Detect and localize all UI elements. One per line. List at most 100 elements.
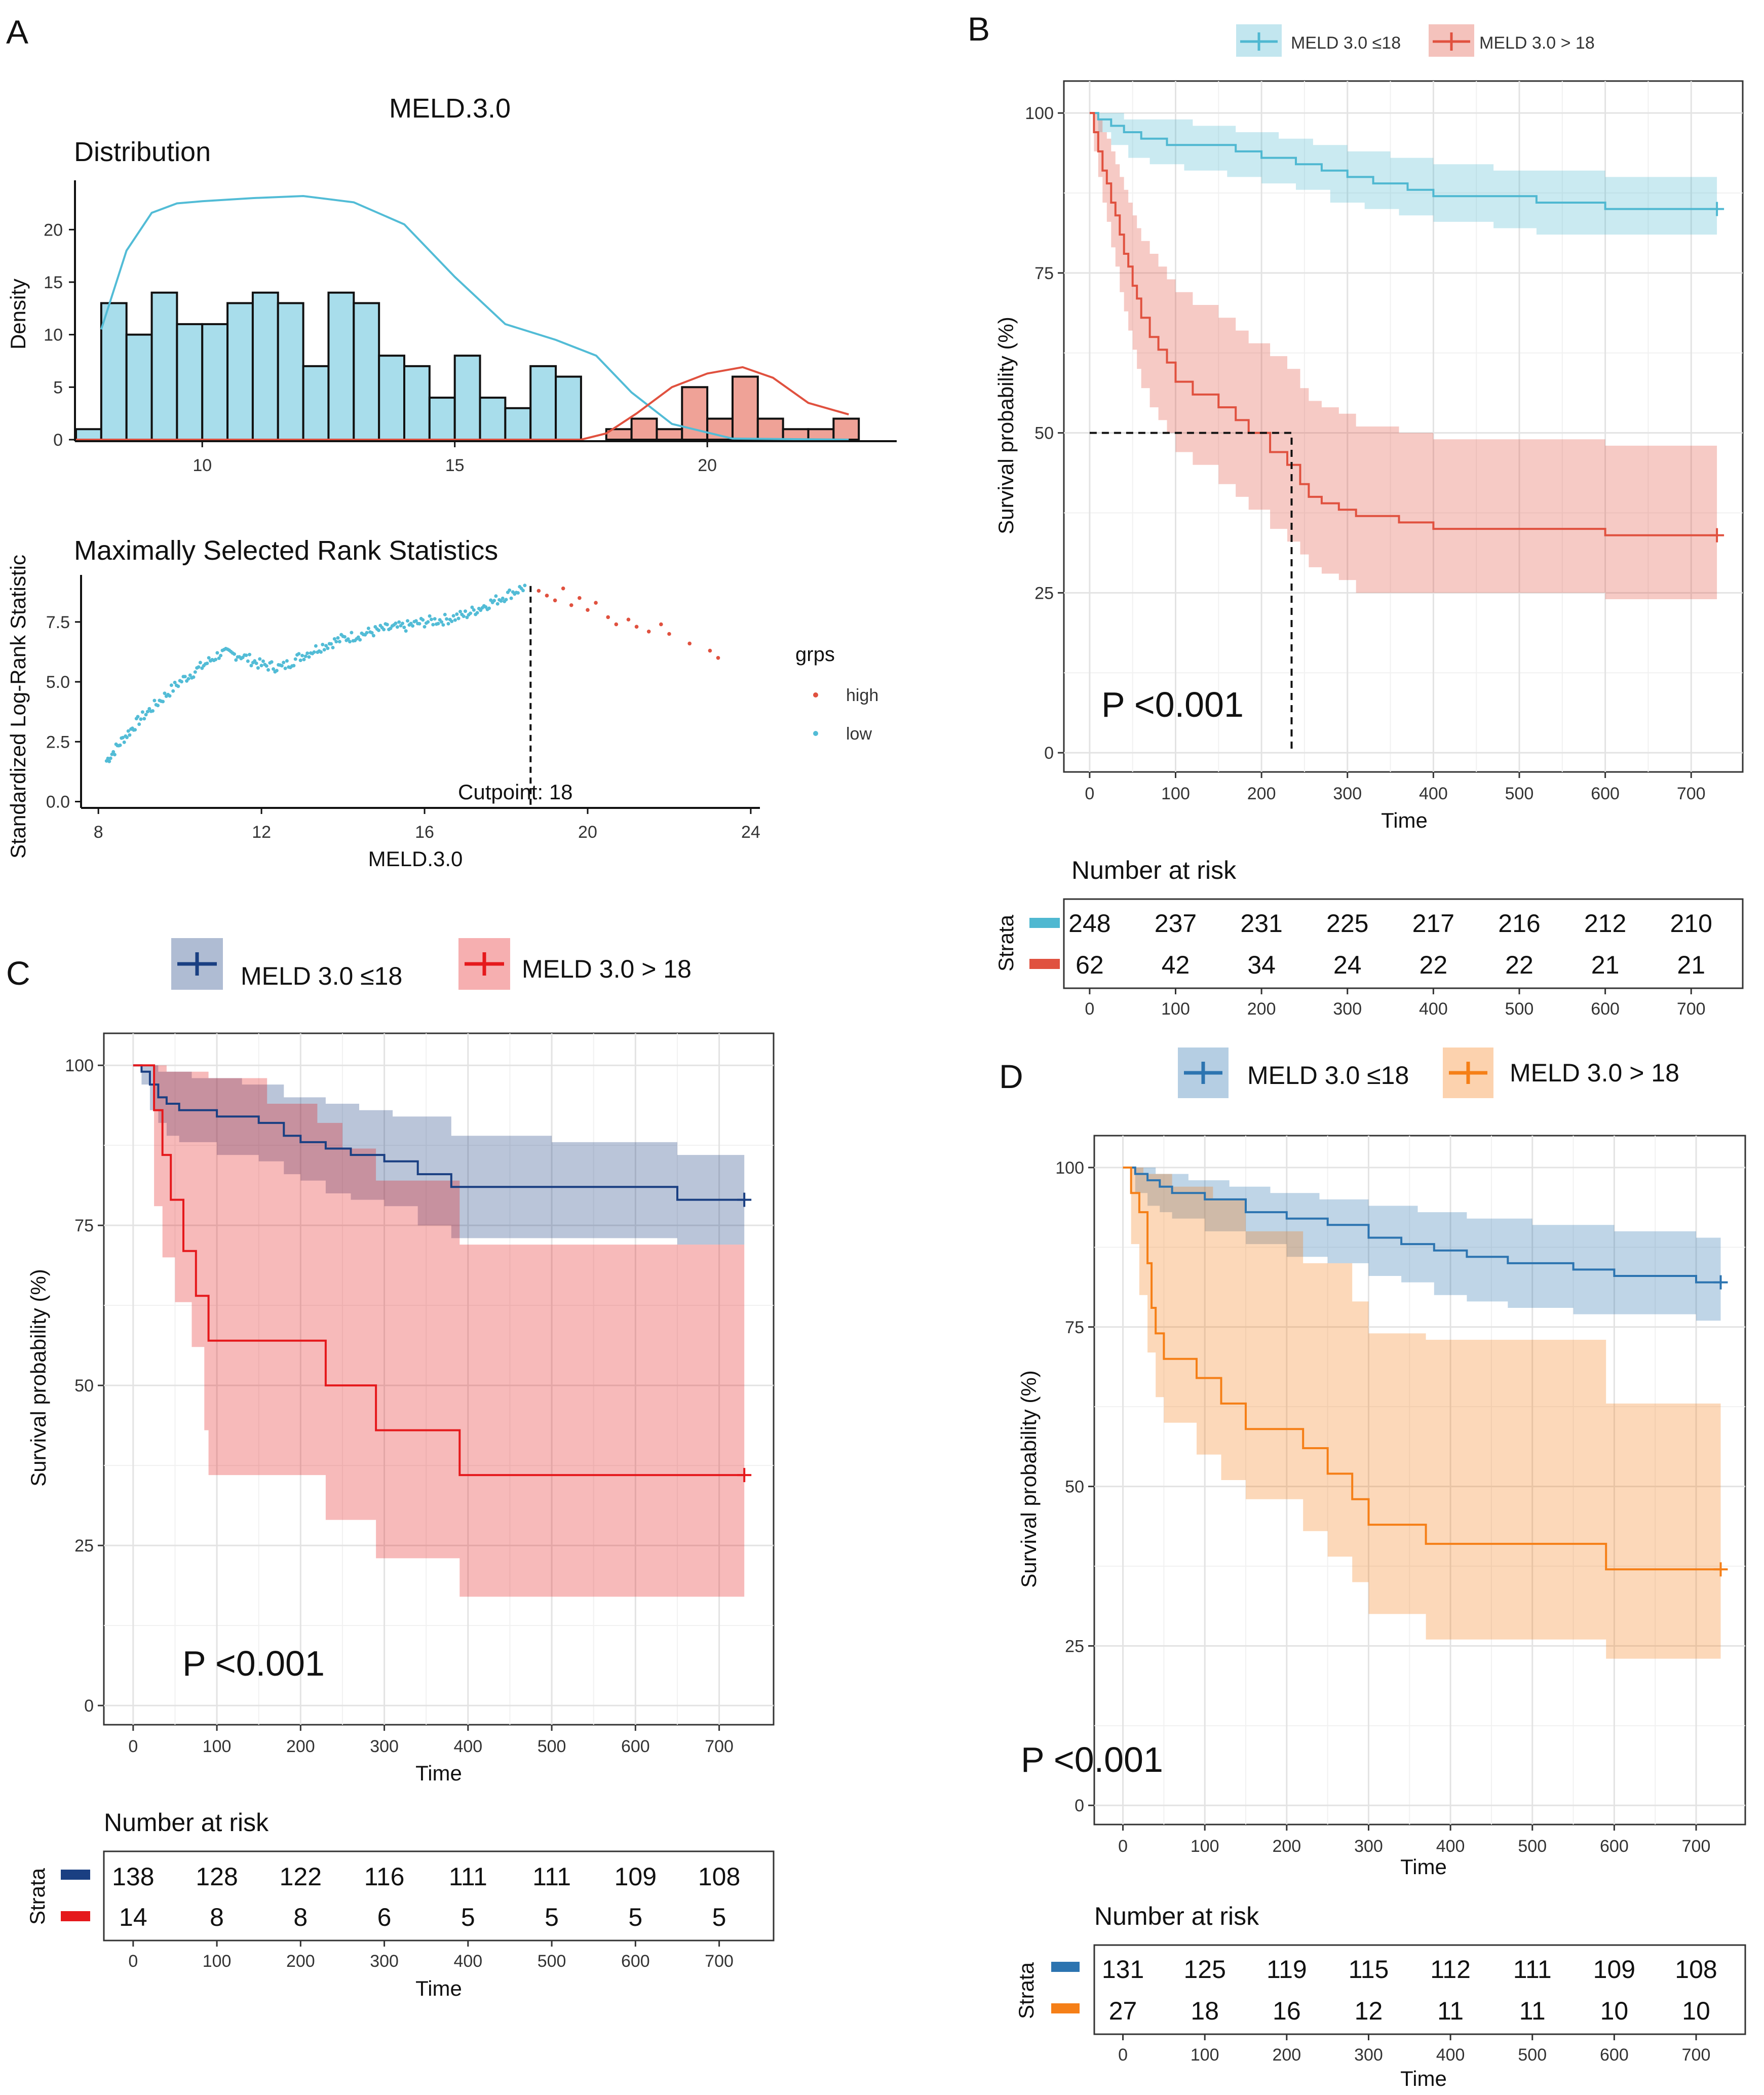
panel-b-pvalue: P <0.001 bbox=[1101, 685, 1244, 724]
rank-point-low bbox=[248, 652, 252, 656]
panel-d-strata-key-low bbox=[1051, 1962, 1080, 1972]
histogram-bar-low bbox=[125, 333, 153, 441]
panel-c-pvalue: P <0.001 bbox=[182, 1644, 325, 1683]
B-y-tick-label: 75 bbox=[1034, 264, 1054, 283]
rank-point-high bbox=[667, 632, 671, 636]
rank-point-low bbox=[133, 728, 137, 732]
rank-statistics-plot: Maximally Selected Rank Statistics Stand… bbox=[6, 535, 878, 871]
panel-b-risk-row-high: 62 42 34 24 22 22 21 21 bbox=[1076, 951, 1705, 979]
histogram-bar-low bbox=[529, 365, 557, 441]
rank-point-low bbox=[198, 661, 202, 665]
C-risk-x-tick-label: 100 bbox=[203, 1952, 232, 1971]
panel-d-risk-xlabel: Time bbox=[1400, 2067, 1447, 2090]
rank-point-high bbox=[716, 655, 720, 660]
distribution-y-ticks: 0 5 10 15 20 bbox=[44, 220, 75, 450]
rank-point-low bbox=[321, 643, 325, 646]
D-risk-value-low: 112 bbox=[1430, 1955, 1471, 1984]
panel-b-risk-title: Number at risk bbox=[1071, 856, 1237, 884]
density-curve-low bbox=[100, 195, 849, 441]
rank-point-low bbox=[411, 624, 415, 628]
rank-point-low bbox=[366, 627, 370, 630]
D-risk-value-high: 10 bbox=[1682, 1997, 1710, 2025]
panel-d: D MELD 3.0 ≤18 MELD 3.0 > 18 0255075100 … bbox=[999, 1048, 1746, 2090]
rank-point-low bbox=[521, 589, 525, 593]
rank-point-low bbox=[465, 615, 469, 619]
histogram-bar-low bbox=[201, 323, 229, 441]
rank-point-low bbox=[472, 608, 476, 612]
D-y-tick-label: 100 bbox=[1055, 1158, 1084, 1178]
rank-point-low bbox=[414, 619, 418, 623]
distribution-x-tick-label: 15 bbox=[445, 456, 465, 475]
B-risk-x-tick-label: 700 bbox=[1677, 999, 1706, 1019]
C-risk-value-high: 5 bbox=[545, 1903, 559, 1931]
panel-d-ylabel: Survival probability (%) bbox=[1017, 1370, 1041, 1587]
rank-point-low bbox=[112, 753, 117, 757]
rank-point-low bbox=[183, 675, 187, 679]
C-x-tick-label: 100 bbox=[203, 1737, 232, 1756]
rank-point-low bbox=[151, 709, 155, 713]
rank-point-low bbox=[370, 631, 374, 635]
rank-point-low bbox=[401, 622, 404, 626]
distribution-x-ticks: 10 15 20 bbox=[193, 441, 717, 475]
D-survival-curve-high bbox=[1123, 1167, 1721, 1571]
panel-d-pvalue: P <0.001 bbox=[1021, 1740, 1163, 1779]
B-risk-x-tick-label: 0 bbox=[1085, 999, 1094, 1019]
D-risk-x-tick-label: 0 bbox=[1118, 2045, 1128, 2065]
C-survival-curve-high bbox=[133, 1064, 745, 1477]
panel-d-y-ticks: 0 25 50 75 100 bbox=[1055, 1158, 1094, 1815]
rank-point-low bbox=[395, 625, 399, 629]
rank-point-low bbox=[348, 640, 352, 644]
panel-c-risk-title: Number at risk bbox=[104, 1808, 269, 1837]
rank-point-low bbox=[428, 614, 432, 618]
panel-d-risk-row-high: 27 18 16 12 11 11 10 10 bbox=[1109, 1997, 1710, 2025]
B-risk-x-tick-label: 100 bbox=[1161, 999, 1190, 1019]
B-x-tick-label: 200 bbox=[1247, 784, 1276, 803]
rank-point-high bbox=[708, 648, 712, 653]
D-x-tick-label: 700 bbox=[1682, 1837, 1711, 1856]
D-risk-value-low: 115 bbox=[1349, 1955, 1389, 1984]
rank-point-low bbox=[121, 735, 125, 740]
rank-point-low bbox=[303, 654, 308, 658]
C-risk-value-high: 6 bbox=[377, 1903, 392, 1931]
distribution-plot: Distribution Density 0 5 10 15 20 10 15 20 bbox=[6, 137, 897, 475]
rank-point-low bbox=[445, 617, 449, 621]
rank-point-low bbox=[331, 646, 335, 649]
C-risk-value-low: 122 bbox=[280, 1863, 322, 1891]
D-y-tick-label: 50 bbox=[1065, 1478, 1084, 1497]
panel-a-title: MELD.3.0 bbox=[389, 93, 511, 124]
rank-point-high bbox=[545, 594, 549, 598]
rank-point-low bbox=[282, 661, 286, 665]
D-risk-x-tick-label: 100 bbox=[1191, 2045, 1219, 2065]
rank-x-tick-label: 8 bbox=[94, 823, 103, 842]
panel-c-strata-key-low bbox=[61, 1870, 90, 1880]
D-risk-x-tick-label: 500 bbox=[1518, 2045, 1547, 2065]
rank-y-tick-label: 7.5 bbox=[46, 613, 70, 632]
panel-d-risk-table bbox=[1093, 1944, 1746, 2035]
rank-point-low bbox=[246, 659, 250, 663]
B-x-tick-label: 100 bbox=[1161, 784, 1190, 803]
panel-b-xlabel: Time bbox=[1381, 808, 1428, 832]
panel-c-strata-label: Strata bbox=[25, 1868, 49, 1925]
B-y-tick-label: 0 bbox=[1044, 744, 1054, 763]
rank-point-low bbox=[350, 631, 354, 635]
rank-point-low bbox=[233, 652, 236, 656]
rank-point-low bbox=[126, 729, 130, 733]
B-risk-value-high: 22 bbox=[1505, 951, 1533, 979]
B-x-tick-label: 600 bbox=[1591, 784, 1620, 803]
panel-c-plot-area bbox=[103, 1032, 775, 1726]
C-risk-value-low: 111 bbox=[449, 1863, 487, 1891]
rank-point-low bbox=[292, 664, 296, 668]
panel-c-legend-high: MELD 3.0 > 18 bbox=[522, 955, 692, 983]
histogram-bar-low bbox=[251, 291, 279, 441]
histogram-bar-high bbox=[832, 417, 860, 441]
rank-point-low bbox=[215, 651, 219, 655]
rank-point-low bbox=[137, 722, 141, 726]
rank-point-low bbox=[455, 612, 459, 616]
rank-point-high bbox=[586, 608, 590, 612]
rank-point-low bbox=[436, 622, 440, 626]
rank-y-tick-label: 5.0 bbox=[46, 673, 70, 692]
B-risk-x-tick-label: 500 bbox=[1505, 999, 1534, 1019]
panel-c-risk-row-low: 138 128 122 116 111 111 109 108 bbox=[112, 1863, 740, 1891]
B-risk-x-tick-label: 600 bbox=[1591, 999, 1620, 1019]
rank-point-low bbox=[443, 612, 447, 616]
